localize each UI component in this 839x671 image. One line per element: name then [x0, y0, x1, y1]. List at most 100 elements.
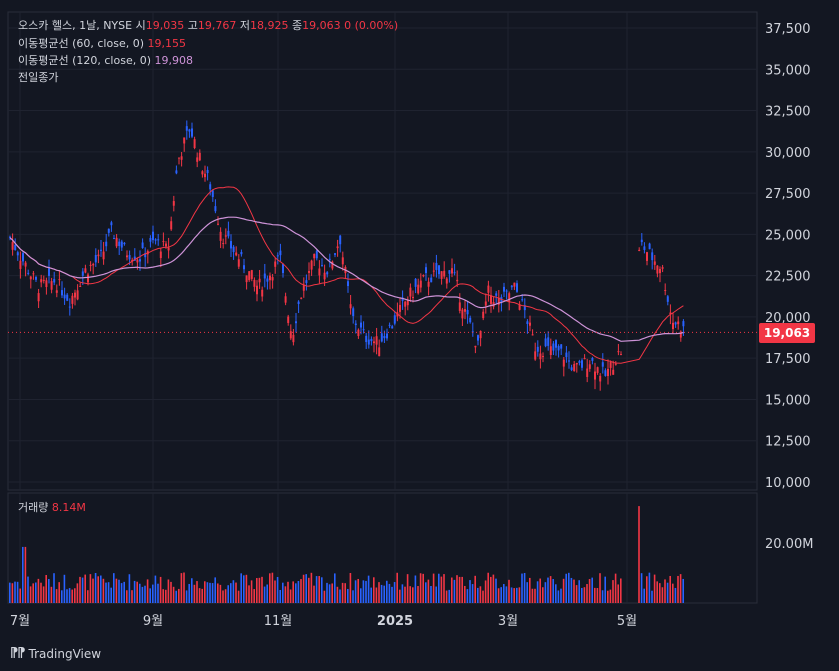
candle-body — [256, 285, 258, 295]
volume-bar — [89, 574, 92, 603]
tradingview-footer[interactable]: ⁋⁋ TradingView — [10, 646, 101, 661]
candle-body — [63, 294, 66, 299]
volume-bar — [521, 573, 523, 603]
candle-body — [458, 302, 461, 311]
volume-bar — [648, 572, 651, 603]
candle-body — [258, 278, 261, 283]
candle-body — [193, 139, 196, 148]
ma60-legend[interactable]: 이동평균선 (60, close, 0) 19,155 — [18, 37, 186, 51]
volume-bar — [149, 588, 151, 603]
candle-body — [105, 241, 108, 247]
volume-bar — [544, 582, 547, 603]
volume-bar — [250, 580, 253, 603]
volume-label: 거래량 — [18, 501, 49, 514]
volume-bar — [422, 573, 424, 603]
candle-body — [230, 241, 232, 249]
candle-body — [315, 250, 318, 259]
volume-bar — [139, 583, 141, 603]
price-tick-label: 15,000 — [765, 393, 811, 408]
volume-tick-label: 20.00M — [765, 537, 813, 552]
volume-bar — [74, 588, 76, 603]
volume-value: 8.14M — [51, 501, 86, 514]
price-tick-label: 12,500 — [765, 435, 811, 450]
volume-bar — [352, 590, 354, 603]
candle-body — [76, 290, 79, 300]
volume-bar — [617, 584, 619, 603]
candle-body — [263, 273, 266, 279]
candle-body — [404, 301, 407, 307]
volume-bar — [136, 581, 138, 603]
volume-bar — [490, 576, 492, 603]
volume-bar — [482, 590, 484, 603]
volume-bar — [453, 579, 456, 603]
volume-bar — [373, 577, 375, 603]
volume-bar — [604, 576, 606, 603]
volume-bar — [656, 581, 658, 603]
candle-body — [100, 249, 102, 251]
volume-bar — [370, 587, 372, 603]
time-tick-label: 9월 — [143, 614, 163, 629]
ma120-legend[interactable]: 이동평균선 (120, close, 0) 19,908 — [18, 54, 193, 68]
volume-bar — [240, 573, 242, 603]
candle-body — [35, 277, 37, 280]
volume-bar — [380, 584, 383, 603]
prev-close-legend[interactable]: 전일종가 — [18, 71, 58, 85]
volume-bar — [565, 573, 567, 603]
volume-bar — [334, 573, 336, 603]
volume-bar — [16, 581, 19, 603]
volume-bar — [664, 579, 666, 603]
candle-body — [383, 335, 386, 339]
candle-body — [206, 169, 209, 174]
candle-body — [266, 278, 269, 282]
volume-bar — [321, 577, 323, 603]
volume-bar — [609, 589, 612, 603]
volume-bar — [19, 588, 21, 603]
candle-body — [596, 367, 599, 373]
volume-bar — [651, 590, 653, 603]
candle-body — [37, 293, 40, 302]
candle-body — [214, 206, 217, 212]
volume-bar — [607, 590, 609, 603]
volume-bar — [653, 574, 656, 603]
volume-bar — [542, 587, 544, 603]
ma60-value: 19,155 — [147, 37, 187, 50]
volume-bar — [107, 582, 110, 603]
candle-body — [529, 322, 531, 326]
volume-bar — [154, 575, 157, 603]
volume-bar — [464, 585, 466, 603]
volume-bar — [66, 589, 68, 603]
volume-bar — [183, 572, 185, 603]
candle-body — [664, 290, 667, 292]
volume-bar — [128, 574, 131, 603]
volume-bar — [391, 586, 393, 603]
candle-body — [235, 252, 238, 256]
volume-bar — [396, 572, 398, 603]
candle-body — [308, 271, 310, 273]
candle-body — [295, 321, 297, 324]
volume-bar — [570, 577, 573, 603]
candle-body — [48, 268, 50, 276]
price-tick-label: 22,500 — [765, 270, 811, 285]
volume-bar — [500, 587, 502, 603]
volume-bar — [68, 588, 71, 603]
volume-bar — [113, 573, 115, 603]
volume-bar — [289, 589, 292, 603]
volume-bar — [601, 590, 604, 603]
candle-body — [40, 279, 43, 283]
candle-body — [367, 339, 370, 345]
volume-bar — [63, 574, 66, 603]
close-value: 19,063 — [302, 19, 341, 32]
volume-bar — [144, 585, 146, 603]
volume-bar — [518, 587, 521, 603]
volume-legend[interactable]: 거래량 8.14M — [18, 501, 86, 515]
volume-bar — [22, 546, 24, 603]
candle-body — [399, 304, 401, 312]
price-tick-label: 35,000 — [765, 63, 811, 78]
volume-bar — [230, 583, 232, 603]
volume-bar — [534, 588, 536, 603]
volume-bar — [409, 586, 411, 603]
candle-body — [425, 267, 427, 274]
candle-body — [401, 297, 404, 301]
volume-bar — [217, 583, 219, 603]
